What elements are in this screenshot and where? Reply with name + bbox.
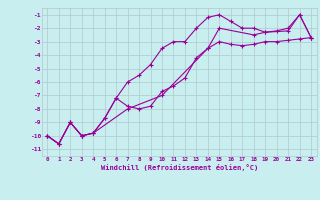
X-axis label: Windchill (Refroidissement éolien,°C): Windchill (Refroidissement éolien,°C) bbox=[100, 164, 258, 171]
